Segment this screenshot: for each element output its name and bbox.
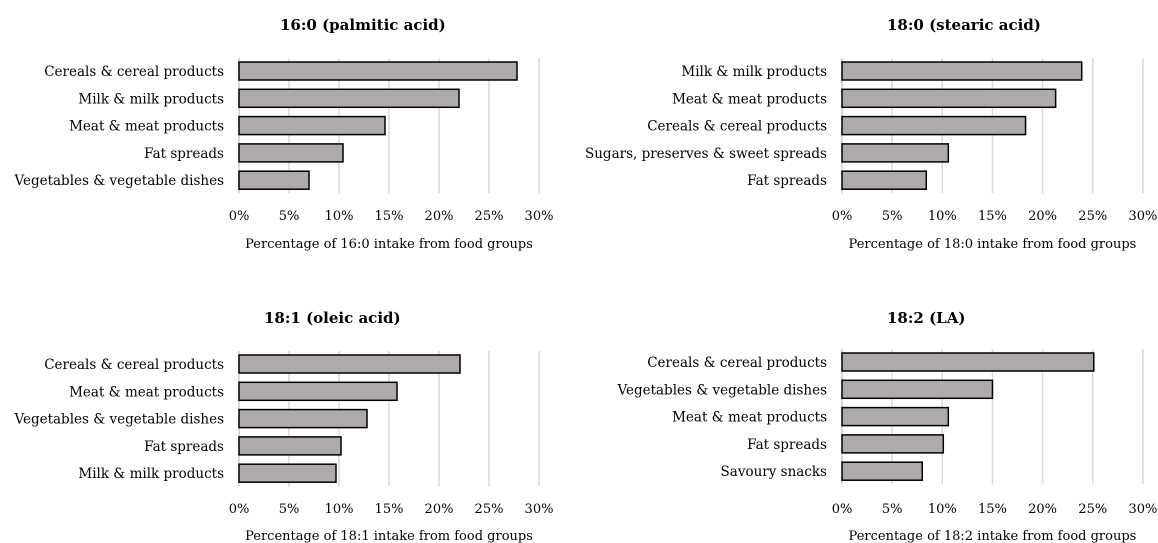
x-tick-label: 5% [279, 209, 300, 224]
x-tick-label: 15% [978, 502, 1007, 517]
x-tick-label: 20% [1028, 502, 1057, 517]
bar [238, 88, 460, 109]
x-tick-label: 25% [1078, 502, 1107, 517]
x-tick-label: 15% [978, 209, 1007, 224]
bar [238, 143, 344, 163]
bar [238, 354, 461, 374]
bar [238, 381, 398, 402]
bar [238, 170, 310, 190]
category-label: Sugars, preserves & sweet spreads [585, 146, 827, 162]
category-label: Vegetables & vegetable dishes [13, 173, 224, 189]
chart-title: 16:0 (palmitic acid) [280, 16, 446, 34]
x-tick-label: 25% [1078, 209, 1107, 224]
category-label: Fat spreads [144, 439, 224, 455]
x-tick-label: 20% [425, 209, 454, 224]
category-label: Meat & meat products [672, 410, 827, 426]
bar [841, 379, 994, 400]
category-label: Cereals & cereal products [647, 119, 827, 135]
x-tick-label: 10% [325, 209, 354, 224]
x-tick-label: 0% [832, 209, 853, 224]
bar [841, 352, 1095, 372]
chart-title: 18:0 (stearic acid) [887, 16, 1041, 34]
x-tick-label: 25% [475, 209, 504, 224]
category-label: Milk & milk products [681, 64, 827, 80]
bar [841, 88, 1057, 109]
bar [238, 115, 386, 136]
x-tick-label: 5% [882, 502, 903, 517]
bar [841, 115, 1027, 136]
chart-panel-4: 18:2 (LA) Cereals & cereal products Vegeta… [616, 309, 1157, 543]
category-label: Vegetables & vegetable dishes [13, 412, 224, 428]
x-tick-label: 30% [1128, 502, 1157, 517]
x-tick-label: 5% [279, 502, 300, 517]
x-tick-label: 20% [425, 502, 454, 517]
x-tick-label: 30% [525, 209, 554, 224]
bar [841, 61, 1083, 81]
bar [238, 408, 368, 429]
x-tick-label: 10% [928, 209, 957, 224]
chart-panel-2: 18:0 (stearic acid) Milk & milk products M… [585, 16, 1157, 252]
x-tick-label: 25% [475, 502, 504, 517]
x-tick-label: 0% [229, 502, 250, 517]
category-label: Meat & meat products [69, 384, 224, 400]
category-label: Cereals & cereal products [44, 357, 224, 373]
category-label: Savoury snacks [721, 464, 828, 480]
x-tick-label: 20% [1028, 209, 1057, 224]
x-tick-label: 0% [229, 209, 250, 224]
x-tick-label: 5% [882, 209, 903, 224]
chart-title: 18:2 (LA) [887, 309, 965, 327]
chart-panel-1: 16:0 (palmitic acid) Cereals & cereal pro… [13, 16, 553, 252]
category-label: Milk & milk products [78, 466, 224, 482]
category-label: Vegetables & vegetable dishes [616, 382, 827, 398]
x-tick-label: 30% [525, 502, 554, 517]
x-axis-label: Percentage of 16:0 intake from food grou… [245, 237, 533, 252]
category-label: Milk & milk products [78, 91, 224, 107]
bar [841, 143, 950, 163]
bar [841, 170, 928, 190]
x-tick-label: 10% [325, 502, 354, 517]
bar [841, 406, 950, 427]
chart-panel-3: 18:1 (oleic acid) Cereals & cereal produc… [13, 309, 553, 543]
chart-title: 18:1 (oleic acid) [264, 309, 401, 327]
x-axis-label: Percentage of 18:2 intake from food grou… [849, 529, 1137, 543]
category-label: Fat spreads [144, 146, 224, 162]
x-axis-label: Percentage of 18:0 intake from food grou… [849, 237, 1137, 252]
bar [841, 434, 945, 454]
x-tick-label: 15% [375, 502, 404, 517]
category-label: Meat & meat products [69, 119, 224, 135]
bar [238, 463, 337, 483]
x-tick-label: 10% [928, 502, 957, 517]
bar [841, 461, 923, 481]
category-label: Cereals & cereal products [647, 355, 827, 371]
x-tick-label: 30% [1128, 209, 1157, 224]
bar [238, 436, 342, 456]
category-label: Fat spreads [747, 173, 827, 189]
category-label: Meat & meat products [672, 91, 827, 107]
bar [238, 61, 518, 81]
x-tick-label: 0% [832, 502, 853, 517]
x-tick-label: 15% [375, 209, 404, 224]
category-label: Cereals & cereal products [44, 64, 224, 80]
x-axis-label: Percentage of 18:1 intake from food grou… [245, 529, 533, 543]
category-label: Fat spreads [747, 437, 827, 453]
